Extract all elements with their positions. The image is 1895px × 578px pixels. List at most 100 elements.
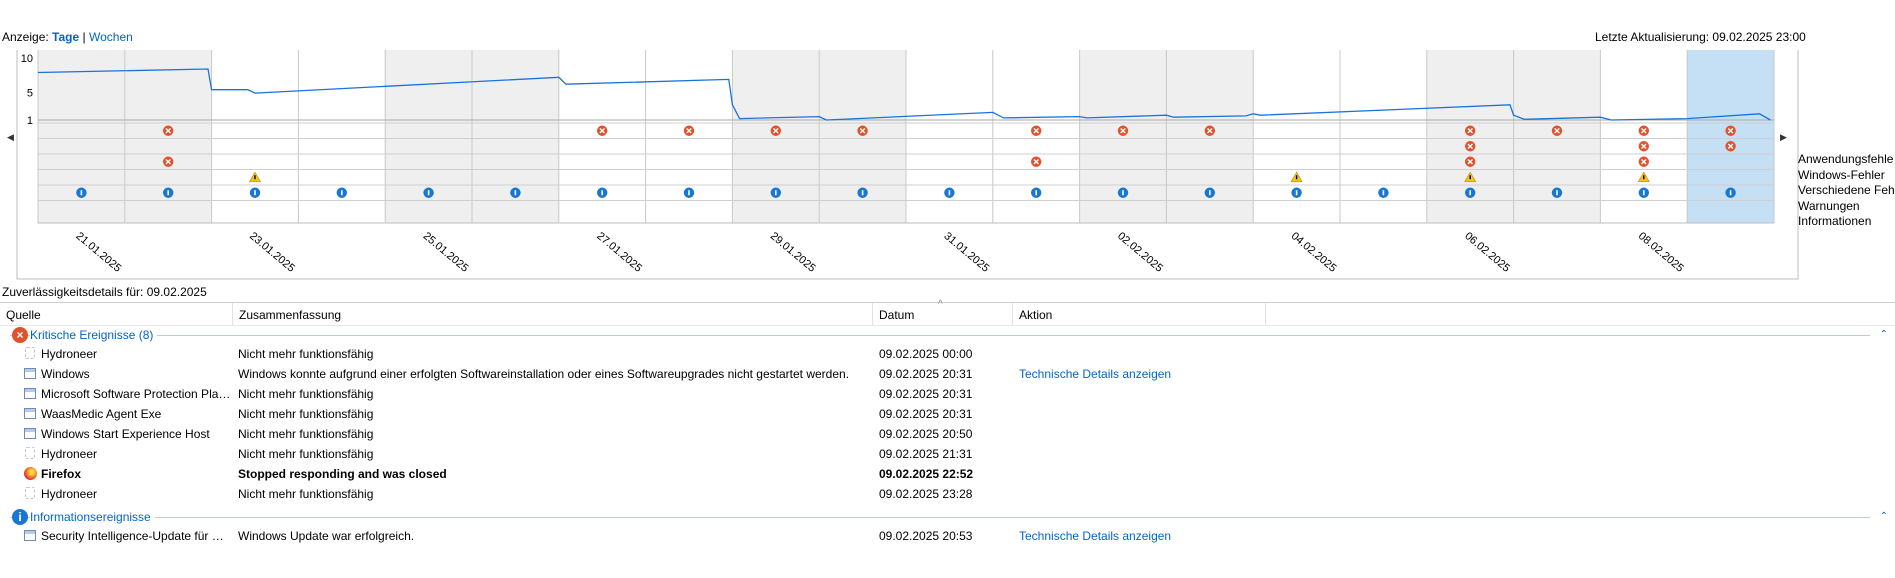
window-app-icon [24,530,36,541]
error-event-icon [1465,141,1476,152]
group-divider [10,517,1870,518]
event-group-header[interactable]: i Informationsereignisse ⌃ [10,508,1890,526]
window-app-icon [24,408,36,419]
last-update-label: Letzte Aktualisierung: 09.02.2025 23:00 [1595,30,1806,44]
error-event-icon [163,156,174,167]
error-event-icon [1551,125,1563,136]
window-app-icon [24,368,36,379]
view-weeks-link[interactable]: Wochen [88,30,133,44]
error-event-icon [1031,125,1042,136]
event-source: WaasMedic Agent Exe [41,407,162,421]
error-event-icon [1465,156,1476,167]
error-event-icon [1465,125,1476,136]
window-app-icon [24,388,36,399]
error-event-icon [597,125,608,136]
collapse-chevron-icon[interactable]: ⌃ [1879,508,1888,526]
info-event-icon [1638,187,1650,198]
event-date: 09.02.2025 20:31 [879,367,973,381]
view-selector: Anzeige: Tage | Wochen [2,30,133,44]
error-event-icon [1638,141,1650,152]
column-header-summary[interactable]: Zusammenfassung [233,303,873,325]
info-event-icon [1117,187,1129,198]
technical-details-link[interactable]: Technische Details anzeigen [1019,529,1172,543]
event-source: Hydroneer [41,347,98,361]
event-group-header[interactable]: × Kritische Ereignisse (8) ⌃ [10,326,1890,344]
warning-event-icon [1464,171,1477,183]
event-source: Security Intelligence-Update für M... [41,529,231,543]
column-header-date[interactable]: Datum [873,303,1013,325]
info-event-icon [1291,187,1302,198]
legend-warnings: Warnungen [1798,198,1860,213]
info-event-icon [597,187,608,198]
column-header-action[interactable]: Aktion [1013,303,1266,325]
event-row[interactable]: Firefox Stopped responding and was closed… [0,464,1300,484]
y-tick-label: 5 [27,87,33,99]
event-row[interactable]: Microsoft Software Protection Plat... Nic… [0,384,1300,404]
y-tick-label: 10 [21,53,33,65]
error-event-icon [683,125,695,136]
legend-information: Informationen [1798,214,1872,228]
details-table-header: Quelle Zusammenfassung Datum Aktion ^ [0,299,1895,326]
error-icon: × [12,327,28,343]
event-date: 09.02.2025 22:52 [879,467,974,481]
view-label: Anzeige: [2,30,49,44]
event-date: 09.02.2025 20:53 [879,529,973,543]
legend-misc-errors: Verschiedene Fehle [1798,183,1895,197]
info-event-icon [1204,187,1216,198]
event-row[interactable]: Hydroneer Nicht mehr funktionsfähig 09.02.… [0,484,1300,504]
event-row[interactable]: Hydroneer Nicht mehr funktionsfähig 09.02.… [0,344,1300,364]
info-event-icon [1551,187,1563,198]
info-event-icon [1725,187,1736,198]
stability-index-line [37,68,1771,121]
y-tick-label: 1 [27,115,33,127]
warning-event-icon [1290,171,1303,183]
window-app-icon [24,428,36,439]
scroll-left-arrow-icon[interactable]: ◀ [7,132,14,142]
error-event-icon [1204,125,1216,136]
legend-windows-errors: Windows-Fehler [1798,167,1885,182]
event-summary: Nicht mehr funktionsfähig [238,387,374,401]
event-source: Microsoft Software Protection Plat... [41,387,231,401]
column-header-source[interactable]: Quelle [0,303,233,325]
group-divider [10,335,1870,336]
error-event-icon [857,125,868,136]
event-summary: Windows konnte aufgrund einer erfolgten … [238,367,850,381]
collapse-chevron-icon[interactable]: ⌃ [1879,326,1888,344]
event-row[interactable]: Hydroneer Nicht mehr funktionsfähig 09.02.… [0,444,1300,464]
info-event-icon [76,187,87,198]
event-legend: Anwendungsfehle Windows-Fehler Verschied… [1798,152,1895,230]
event-summary: Nicht mehr funktionsfähig [238,487,374,501]
event-summary: Nicht mehr funktionsfähig [238,427,374,441]
event-source: Windows Start Experience Host [41,427,210,441]
details-title: Zuverlässigkeitsdetails für: 09.02.2025 [2,285,207,299]
event-source: Hydroneer [41,447,98,461]
event-summary: Nicht mehr funktionsfähig [238,407,374,421]
info-event-icon [770,187,781,198]
event-source: Windows [41,367,90,381]
info-icon: i [12,509,28,525]
info-event-icon [683,187,695,198]
group-label: Kritische Ereignisse (8) [30,326,158,344]
error-event-icon [1638,125,1650,136]
event-summary: Nicht mehr funktionsfähig [238,447,374,461]
info-event-icon [1031,187,1042,198]
scroll-right-arrow-icon[interactable]: ▶ [1780,132,1787,142]
technical-details-link[interactable]: Technische Details anzeigen [1019,367,1172,381]
event-row[interactable]: Windows Start Experience Host Nicht mehr … [0,424,1300,444]
event-row[interactable]: WaasMedic Agent Exe Nicht mehr funktionsf… [0,404,1300,424]
event-row[interactable]: Security Intelligence-Update für M... Win… [0,526,1300,546]
event-date: 09.02.2025 20:31 [879,407,973,421]
event-source: Firefox [41,467,82,481]
view-days-link[interactable]: Tage [52,30,80,44]
error-event-icon [1725,141,1736,152]
info-event-icon [423,187,434,198]
event-date: 09.02.2025 23:28 [879,487,973,501]
view-separator: | [82,30,86,44]
error-event-icon [770,125,781,136]
event-date: 09.02.2025 00:00 [879,347,973,361]
warning-event-icon [1637,171,1650,183]
event-summary: Windows Update war erfolgreich. [238,529,415,543]
group-label: Informationsereignisse [30,508,155,526]
event-row[interactable]: Windows Windows konnte aufgrund einer erf… [0,364,1300,384]
